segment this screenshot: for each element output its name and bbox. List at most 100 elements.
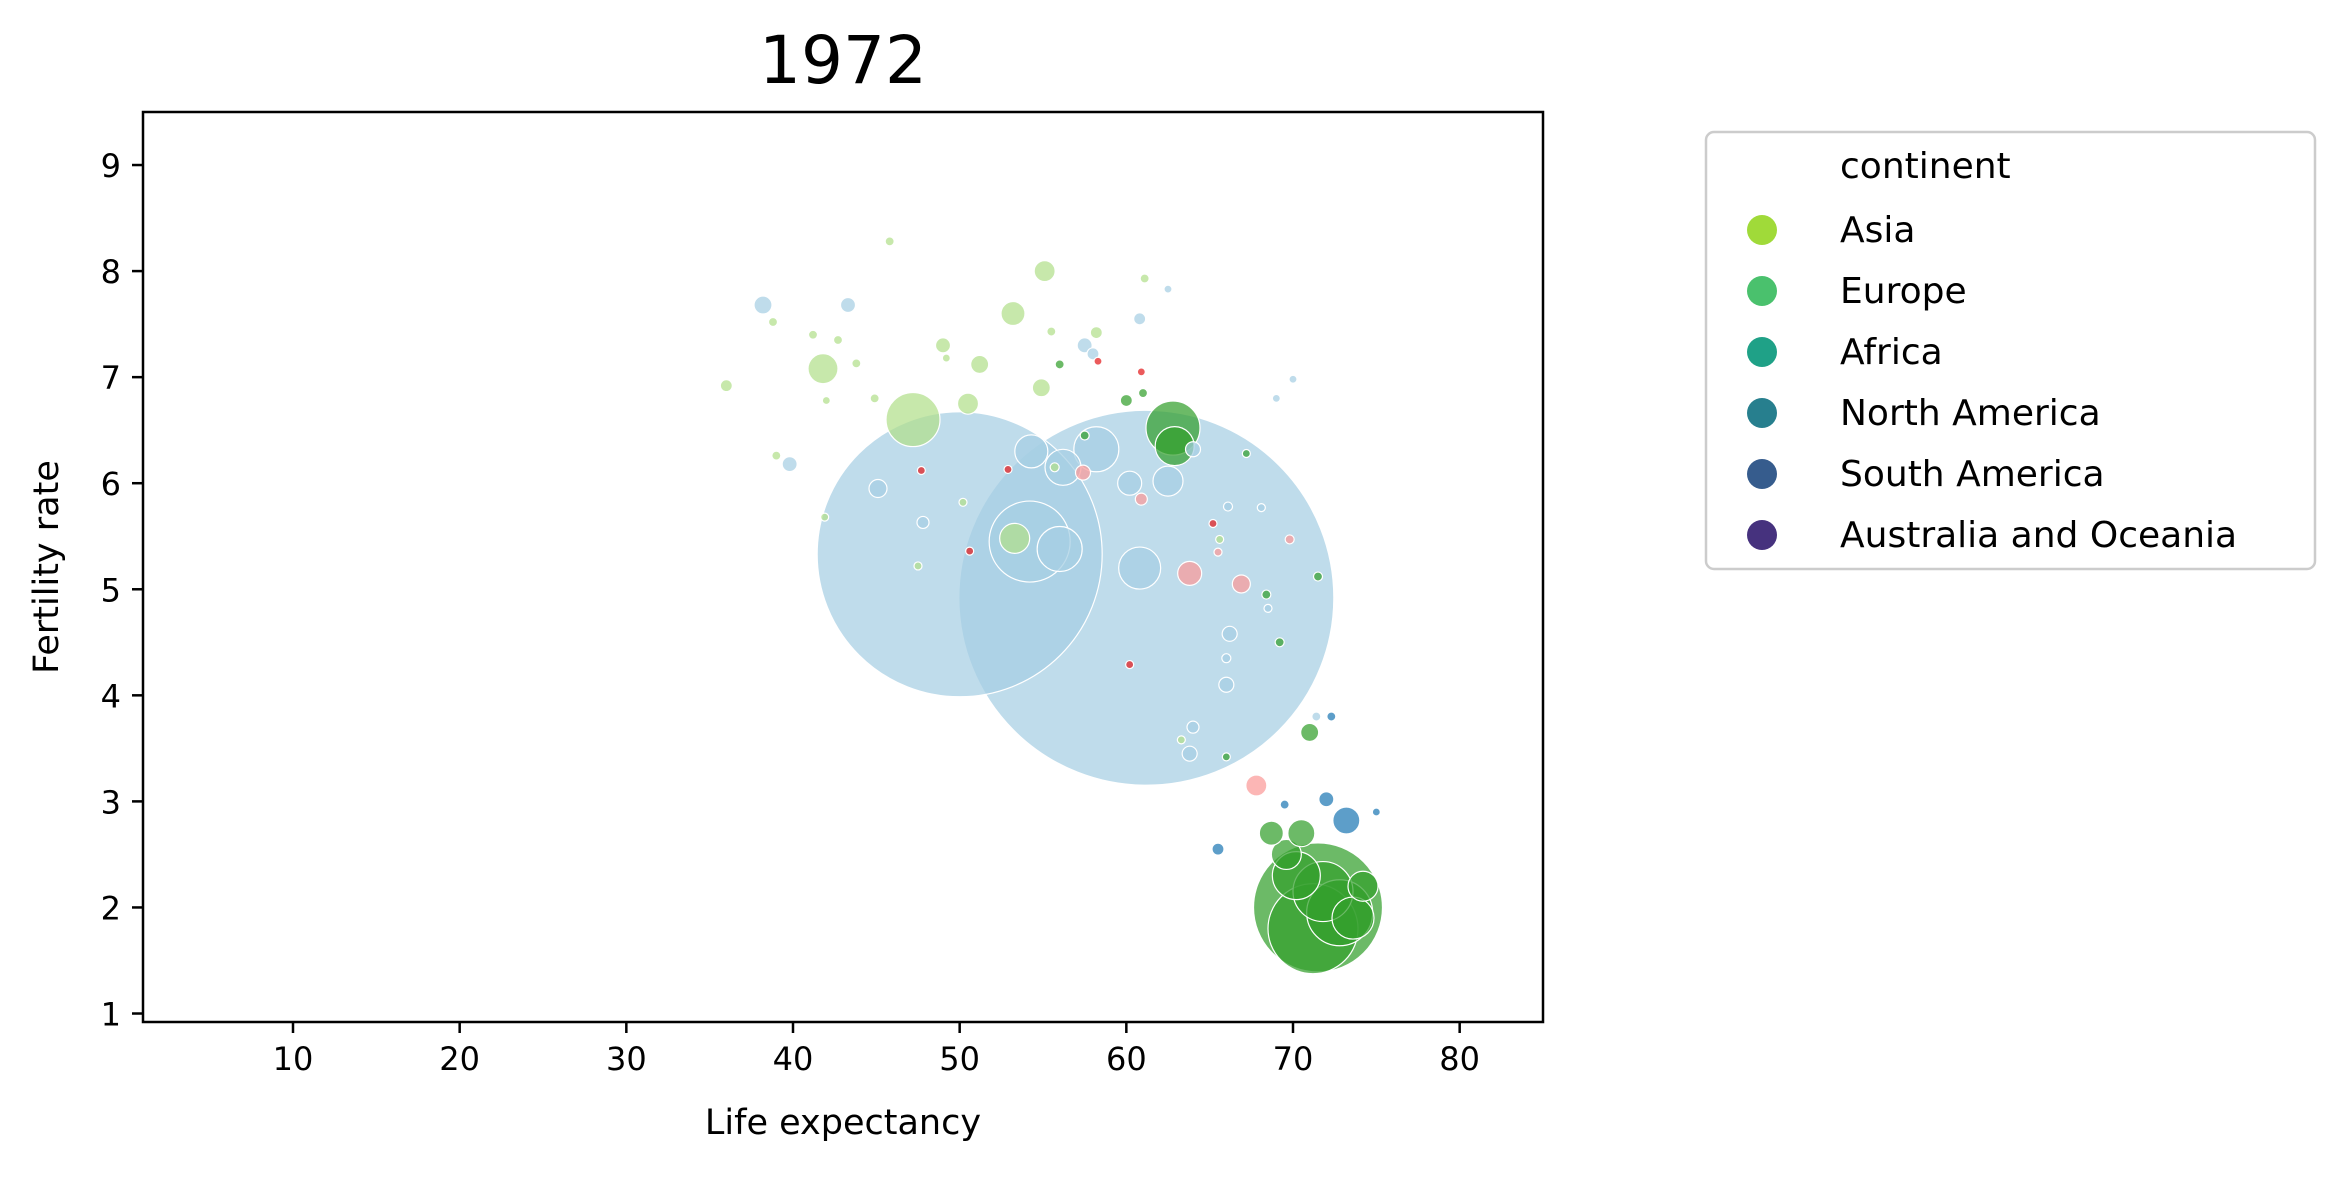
data-point (916, 465, 926, 476)
y-tick-label: 1 (101, 996, 121, 1034)
data-point (1152, 465, 1184, 497)
data-point (1014, 434, 1049, 469)
data-point (1211, 842, 1225, 856)
legend-label: Australia and Oceania (1840, 515, 2237, 556)
data-point (916, 515, 930, 530)
data-point (1245, 774, 1268, 797)
data-point (807, 329, 819, 340)
legend-marker (1747, 520, 1777, 550)
data-point (1279, 799, 1290, 810)
data-point (1119, 393, 1133, 408)
y-tick-label: 9 (101, 147, 121, 185)
data-point (1036, 525, 1083, 573)
data-point (1031, 378, 1051, 398)
x-tick-label: 20 (439, 1040, 480, 1078)
data-point (1221, 625, 1238, 642)
legend-entries: Asia Europe Africa North America South Ameri… (1747, 210, 2237, 556)
data-point (807, 353, 839, 385)
legend-label: North America (1840, 393, 2101, 434)
data-point (999, 522, 1031, 554)
data-point (1093, 356, 1103, 366)
data-point (1270, 838, 1302, 871)
data-point (839, 296, 857, 314)
data-point (781, 456, 798, 473)
data-point (1300, 722, 1320, 743)
data-point (1263, 603, 1273, 613)
data-point (1221, 653, 1232, 664)
data-point (1271, 393, 1281, 403)
x-tick-label: 70 (1273, 1040, 1314, 1078)
legend-marker (1747, 215, 1777, 245)
data-point (1133, 312, 1147, 326)
data-point (1231, 574, 1251, 594)
data-point (767, 316, 779, 328)
data-point (1033, 259, 1056, 283)
data-point (1117, 470, 1143, 496)
data-point (821, 395, 831, 406)
data-point (958, 497, 968, 507)
data-point (1318, 791, 1335, 808)
data-point (771, 450, 782, 461)
x-tick-label: 80 (1439, 1040, 1480, 1078)
legend: continent Asia Europe Africa North America S… (1704, 130, 2317, 571)
data-point (1274, 637, 1285, 648)
data-point (851, 358, 862, 369)
y-tick-label: 6 (101, 465, 121, 503)
data-point (1258, 820, 1284, 846)
data-point (869, 393, 880, 404)
x-axis: 10 20 30 40 50 60 70 80 (273, 1022, 1480, 1078)
data-point (1222, 501, 1234, 512)
data-point (934, 337, 952, 354)
data-point (1284, 534, 1295, 545)
data-point (1079, 430, 1090, 441)
legend-label: Asia (1840, 210, 1915, 251)
plot-frame (141, 110, 1545, 1024)
legend-marker (1747, 459, 1777, 489)
x-tick-label: 10 (273, 1040, 314, 1078)
y-tick-label: 3 (101, 783, 121, 821)
data-point (868, 478, 888, 499)
data-point (832, 334, 844, 346)
data-point (1208, 518, 1218, 529)
data-point (1177, 560, 1203, 586)
x-tick-label: 40 (773, 1040, 814, 1078)
data-point (1000, 300, 1026, 327)
data-point (1186, 720, 1200, 734)
x-tick-label: 50 (939, 1040, 980, 1078)
data-point (1312, 571, 1324, 582)
data-point (753, 295, 773, 315)
legend-marker (1747, 337, 1777, 367)
y-tick-label: 5 (101, 571, 121, 609)
data-point (1371, 807, 1381, 817)
data-point (820, 512, 830, 522)
data-point (719, 379, 733, 393)
data-point (1003, 464, 1013, 475)
data-point (1215, 534, 1225, 545)
x-tick-label: 30 (606, 1040, 647, 1078)
data-point (1046, 326, 1057, 337)
y-axis: 1 2 3 4 5 6 7 8 9 (101, 147, 143, 1034)
data-point (956, 392, 980, 415)
y-tick-label: 2 (101, 889, 121, 927)
data-point (1137, 387, 1149, 399)
points-layer (719, 236, 1384, 975)
legend-marker (1747, 276, 1777, 306)
data-point (1213, 547, 1223, 557)
legend-label: South America (1840, 454, 2105, 495)
x-tick-label: 60 (1106, 1040, 1147, 1078)
legend-frame (1704, 130, 2317, 571)
data-point (1139, 273, 1150, 284)
data-point (1221, 752, 1231, 762)
data-point (1326, 711, 1337, 722)
data-point (1163, 284, 1173, 294)
data-point (884, 236, 895, 247)
x-axis-label: Life expectancy (705, 1103, 981, 1143)
data-point (1184, 441, 1202, 458)
data-point (1049, 462, 1060, 473)
data-point (885, 391, 941, 448)
data-point (1241, 448, 1251, 459)
data-point (941, 353, 951, 363)
legend-marker (1747, 398, 1777, 428)
chart-title: 1972 (759, 22, 927, 99)
